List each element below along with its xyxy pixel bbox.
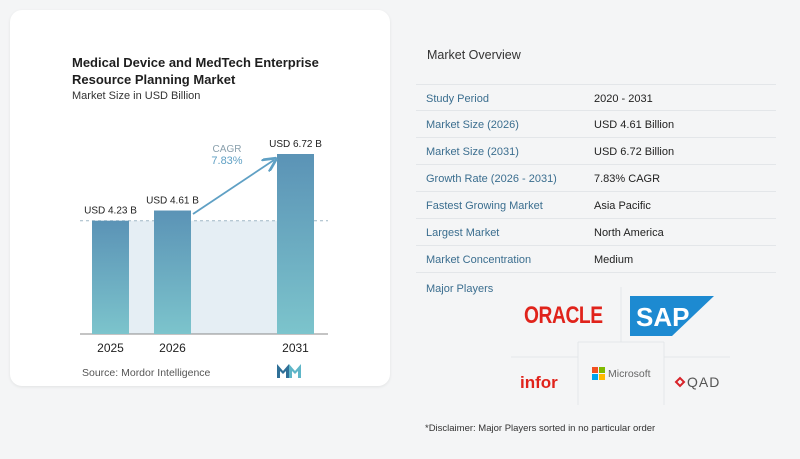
overview-value: 7.83% CAGR bbox=[594, 173, 661, 185]
chart-subtitle: Market Size in USD Billion bbox=[72, 90, 201, 102]
overview-key: Fastest Growing Market bbox=[426, 200, 543, 212]
x-tick-label: 2025 bbox=[97, 341, 124, 355]
disclaimer-text: *Disclaimer: Major Players sorted in no … bbox=[425, 423, 656, 434]
overview-row: Largest Market North America bbox=[416, 219, 776, 246]
reference-band bbox=[129, 220, 277, 334]
bar-value-label: USD 6.72 B bbox=[269, 139, 322, 150]
microsoft-logo-icon bbox=[592, 367, 605, 380]
oracle-logo: ORACLE bbox=[524, 302, 603, 329]
overview-row: Market Concentration Medium bbox=[416, 246, 776, 273]
sap-logo-icon: SAP bbox=[630, 296, 714, 336]
overview-row: Study Period 2020 - 2031 bbox=[416, 84, 776, 111]
overview-value: USD 4.61 Billion bbox=[594, 119, 675, 131]
x-tick-label: 2031 bbox=[282, 341, 309, 355]
overview-key: Growth Rate (2026 - 2031) bbox=[426, 173, 557, 185]
overview-table: Study Period 2020 - 2031 Market Size (2026… bbox=[416, 84, 776, 273]
qad-logo: QAD bbox=[687, 374, 721, 390]
overview-value: Medium bbox=[594, 254, 634, 266]
overview-key: Largest Market bbox=[426, 227, 500, 239]
overview-title: Market Overview bbox=[427, 48, 521, 62]
bar-value-label: USD 4.61 B bbox=[146, 196, 199, 207]
sap-logo-text: SAP bbox=[636, 302, 689, 332]
microsoft-logo: Microsoft bbox=[608, 368, 651, 380]
overview-value: North America bbox=[594, 227, 664, 239]
overview-key: Market Size (2031) bbox=[426, 146, 519, 158]
overview-value: 2020 - 2031 bbox=[594, 93, 653, 105]
bar-chart: USD 4.23 B 2025 USD 4.61 B 2026 USD 6.72 B 20… bbox=[80, 139, 328, 355]
overview-row: Market Size (2026) USD 4.61 Billion bbox=[416, 111, 776, 138]
cagr-label: CAGR bbox=[213, 144, 242, 155]
players-title: Major Players bbox=[426, 283, 494, 295]
overview-key: Market Concentration bbox=[426, 254, 532, 266]
cagr-value: 7.83% bbox=[211, 155, 242, 167]
overview-row: Fastest Growing Market Asia Pacific bbox=[416, 192, 776, 219]
bar bbox=[154, 210, 191, 334]
overview-row: Growth Rate (2026 - 2031) 7.83% CAGR bbox=[416, 165, 776, 192]
infor-logo: infor bbox=[520, 373, 558, 392]
overview-value: USD 6.72 Billion bbox=[594, 146, 675, 158]
cagr-arrow bbox=[192, 160, 274, 215]
bar bbox=[277, 154, 314, 334]
bar-value-label: USD 4.23 B bbox=[84, 206, 137, 217]
chart-title: Medical Device and MedTech Enterprise Re… bbox=[72, 55, 319, 87]
qad-logo-icon bbox=[674, 376, 686, 388]
x-tick-label: 2026 bbox=[159, 341, 186, 355]
bar bbox=[92, 220, 129, 334]
source-text: Source: Mordor Intelligence bbox=[82, 367, 211, 379]
mordor-logo-icon bbox=[277, 364, 301, 378]
overview-row: Market Size (2031) USD 6.72 Billion bbox=[416, 138, 776, 165]
overview-key: Study Period bbox=[426, 93, 489, 105]
overview-key: Market Size (2026) bbox=[426, 119, 519, 131]
overview-value: Asia Pacific bbox=[594, 200, 651, 212]
